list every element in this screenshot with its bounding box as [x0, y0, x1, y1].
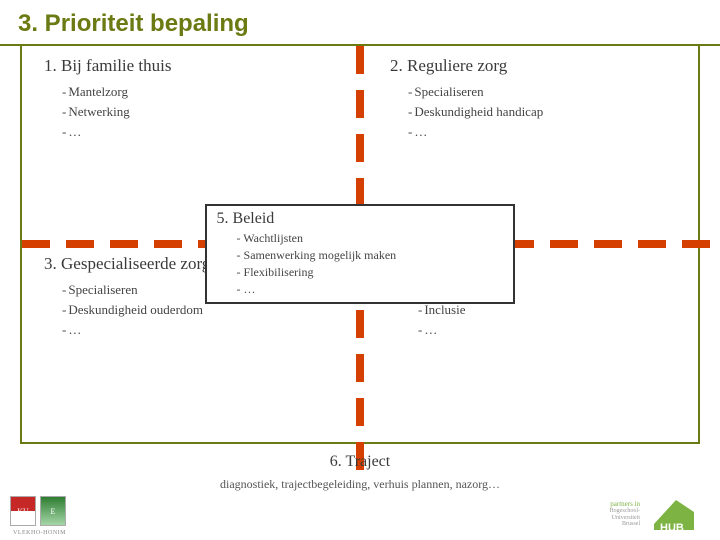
partners-line2: Hogeschool-Universiteit Brussel — [609, 508, 640, 528]
slide-title: 3. Prioriteit bepaling — [0, 0, 720, 44]
center-box: 5. Beleid Wachtlijsten Samenwerking moge… — [205, 204, 516, 303]
q2-list: Specialiseren Deskundigheid handicap … — [390, 82, 682, 142]
list-item: Mantelzorg — [62, 82, 344, 102]
ku-logo-icon: KU — [10, 496, 36, 526]
partners-text: partners in Hogeschool-Universiteit Brus… — [609, 501, 640, 528]
hub-logo-icon: HUB — [654, 500, 710, 536]
q1-title: 1. Bij familie thuis — [44, 56, 344, 76]
center-list: Wachtlijsten Samenwerking mogelijk maken… — [217, 230, 504, 297]
list-item: … — [418, 320, 682, 340]
list-item: Deskundigheid handicap — [408, 102, 682, 122]
traject-title: 6. Traject — [0, 453, 720, 471]
list-item: Flexibilisering — [237, 264, 504, 281]
list-item: … — [62, 122, 344, 142]
left-label: VLEKHO-HONIM — [13, 530, 66, 536]
ehsal-logo-icon: E — [40, 496, 66, 526]
q2-title: 2. Reguliere zorg — [390, 56, 682, 76]
list-item: Wachtlijsten — [237, 230, 504, 247]
list-item: … — [62, 320, 344, 340]
slide: 3. Prioriteit bepaling 1. Bij familie th… — [0, 0, 720, 540]
list-item: Netwerking — [62, 102, 344, 122]
list-item: Specialiseren — [408, 82, 682, 102]
footer: KU E VLEKHO-HONIM partners in Hogeschool… — [10, 498, 710, 536]
main-frame: 1. Bij familie thuis Mantelzorg Netwerki… — [20, 44, 700, 444]
center-title: 5. Beleid — [217, 210, 504, 228]
list-item: … — [237, 281, 504, 298]
q1-list: Mantelzorg Netwerking … — [44, 82, 344, 142]
partners-line1: partners in — [609, 501, 640, 509]
logos-left: KU E VLEKHO-HONIM — [10, 496, 66, 536]
list-item: … — [408, 122, 682, 142]
traject-subtitle: diagnostiek, trajectbegeleiding, verhuis… — [0, 477, 720, 492]
hub-text: HUB — [660, 522, 684, 534]
traject-block: 6. Traject diagnostiek, trajectbegeleidi… — [0, 453, 720, 492]
list-item: Samenwerking mogelijk maken — [237, 247, 504, 264]
